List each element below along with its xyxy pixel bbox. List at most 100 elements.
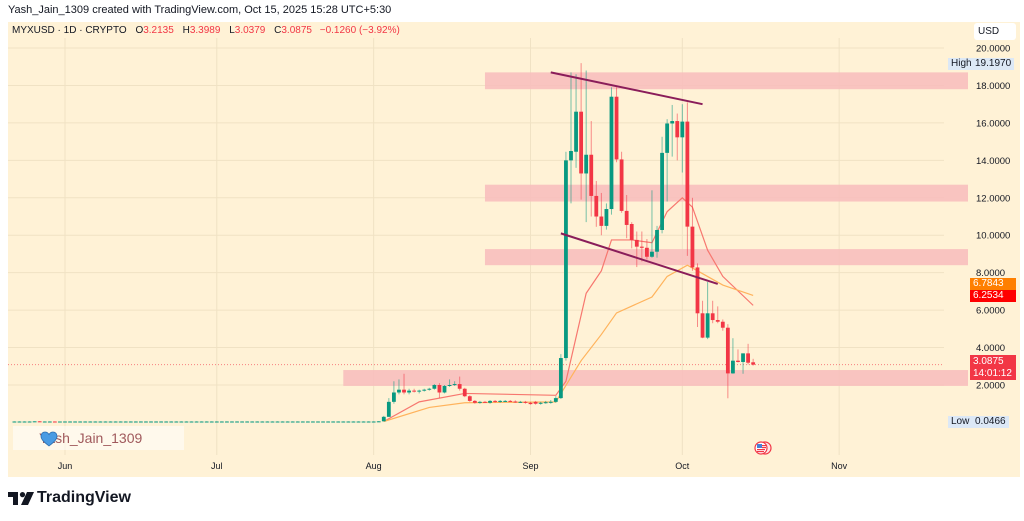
candle-bullish — [32, 421, 37, 423]
candle-bullish — [407, 390, 411, 393]
candle-bearish — [402, 389, 406, 393]
candle-bearish — [513, 401, 518, 403]
candle-bullish — [558, 358, 563, 399]
author-watermark: Yash_Jain_1309 — [13, 426, 184, 450]
high-value: 3.3989 — [189, 25, 221, 36]
x-tick-label: Aug — [365, 461, 382, 471]
candle-bullish — [78, 421, 83, 423]
candle-bullish — [47, 421, 52, 423]
candle-bullish — [417, 390, 422, 392]
candle-bullish — [305, 421, 310, 423]
candle-bullish — [240, 421, 244, 423]
candle-bullish — [128, 421, 133, 423]
candle-bullish — [123, 421, 128, 423]
candle-bullish — [346, 421, 351, 423]
candle-bearish — [720, 321, 725, 328]
candle-bearish — [52, 421, 57, 423]
candle-bullish — [655, 229, 659, 252]
candle-bullish — [665, 123, 670, 153]
candle-bullish — [290, 421, 295, 423]
candle-bullish — [376, 421, 381, 423]
ohlc-legend: MYXUSD · 1D · CRYPTO O3.2135 H3.3989 L3.… — [12, 25, 400, 36]
candle-bullish — [447, 385, 452, 386]
candle-bullish — [543, 402, 548, 404]
candle-bullish — [326, 421, 331, 423]
candle-bearish — [639, 246, 644, 248]
candle-bullish — [118, 421, 123, 423]
candle-bearish — [589, 154, 594, 196]
candle-bullish — [295, 421, 300, 423]
candle-bullish — [609, 96, 614, 210]
candle-bullish — [209, 421, 214, 423]
candle-bearish — [695, 267, 700, 314]
candle-bullish — [58, 421, 62, 423]
candle-bullish — [316, 421, 320, 423]
last-price-value: 3.0875 — [973, 356, 1004, 367]
candle-bullish — [214, 421, 219, 423]
symbol-label[interactable]: MYXUSD · 1D · CRYPTO — [12, 25, 127, 36]
trendline — [550, 71, 703, 106]
candle-bearish — [675, 121, 680, 138]
candle-bullish — [741, 353, 745, 362]
candle-bearish — [746, 353, 750, 363]
close-label: C — [274, 25, 282, 36]
y-tick-label: 8.0000 — [976, 268, 1005, 279]
bar-countdown: 14:01:12 — [973, 368, 1012, 379]
candle-bullish — [427, 388, 432, 390]
candle-bearish — [493, 400, 497, 402]
candle-bullish — [503, 400, 508, 402]
candle-bullish — [381, 416, 386, 422]
candle-bullish — [670, 121, 675, 124]
low-value: 3.0379 — [234, 25, 266, 36]
candle-bullish — [604, 209, 609, 226]
candle-bearish — [725, 327, 730, 374]
candle-bearish — [462, 388, 467, 397]
candle-bearish — [619, 159, 624, 211]
candle-bullish — [321, 421, 325, 423]
candle-bullish — [199, 421, 204, 423]
candle-bearish — [457, 384, 462, 389]
candle-bearish — [508, 400, 513, 402]
candle-bullish — [285, 421, 290, 423]
candle-bullish — [219, 421, 224, 423]
support-resistance-zone — [484, 249, 968, 266]
close-value: 3.0875 — [281, 25, 312, 36]
candle-bullish — [452, 384, 457, 386]
candle-bullish — [189, 421, 194, 423]
candle-bullish — [113, 421, 118, 423]
candle-bullish — [73, 421, 78, 423]
change-value: −0.1260 (−3.92%) — [319, 25, 400, 36]
candle-bullish — [564, 160, 568, 359]
candle-bullish — [204, 421, 209, 423]
candle-bullish — [133, 421, 138, 423]
candle-bullish — [27, 421, 32, 423]
candle-bullish — [255, 421, 260, 423]
ma-fast-price-badge: 6.2534 — [970, 290, 1016, 302]
candle-bearish — [467, 396, 472, 401]
candle-bearish — [700, 313, 705, 338]
moving-average-fast — [383, 196, 754, 423]
y-tick-label: 6.0000 — [976, 306, 1005, 317]
candle-bullish — [275, 421, 280, 423]
trendline — [560, 232, 719, 285]
candle-bearish — [472, 400, 477, 403]
candle-bullish — [569, 151, 573, 161]
candle-bullish — [260, 421, 265, 423]
candle-bearish — [37, 421, 42, 423]
candle-bullish — [650, 251, 654, 257]
candle-bullish — [371, 421, 376, 423]
candle-bullish — [17, 421, 22, 423]
candle-bearish — [715, 320, 720, 322]
y-tick-label: 20.0000 — [976, 44, 1010, 55]
y-tick-label: 18.0000 — [976, 81, 1010, 92]
candle-bearish — [523, 401, 528, 403]
y-tick-label: 2.0000 — [976, 381, 1005, 392]
high-badge-value: 19.1970 — [972, 58, 1015, 70]
us-flag-icon[interactable] — [753, 441, 775, 455]
candle-bearish — [685, 121, 690, 227]
x-tick-label: Oct — [675, 461, 690, 471]
candle-bearish — [710, 313, 715, 321]
high-badge-label: High — [948, 58, 975, 70]
currency-button[interactable]: USD — [974, 23, 1016, 40]
